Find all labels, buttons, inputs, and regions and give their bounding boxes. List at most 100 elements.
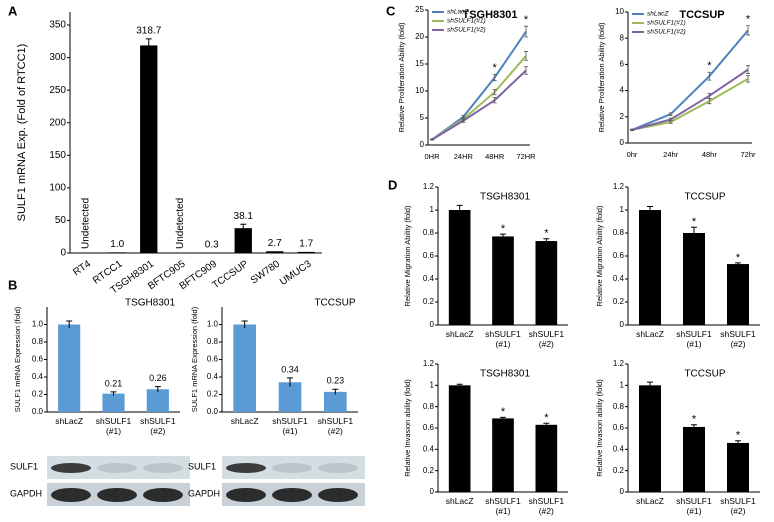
error-bar (492, 97, 497, 104)
line (631, 29, 749, 131)
x-tick-label: 0HR (424, 152, 440, 161)
x-tick-label: shSULF1 (#2) (720, 329, 756, 349)
y-tick-label: 0.4 (423, 274, 435, 283)
bar (727, 442, 749, 492)
y-tick-label: 4 (620, 86, 625, 95)
x-tick-label-box: shLacZ (636, 329, 664, 339)
x-tick-label: shSULF1 (#1) (272, 416, 308, 436)
blot-band (226, 463, 266, 473)
y-axis-label: Relative Invasion ability (fold) (595, 379, 604, 477)
error-bar (492, 88, 497, 96)
x-tick-label: shSULF1 (#1) (676, 329, 712, 349)
x-tick-label: shSULF1 (#2) (528, 329, 565, 349)
blot-band (318, 488, 358, 502)
bar (146, 389, 169, 412)
x-tick-label-box: shSULF1 (#1) (485, 496, 520, 516)
y-axis-label: SULF1 mRNA Expression (fold) (13, 306, 22, 412)
error-bar (524, 66, 528, 75)
bar (297, 251, 315, 253)
x-tick-label: 0hr (627, 150, 638, 159)
y-tick-label: 0 (430, 320, 435, 329)
y-tick-label: 2 (620, 112, 625, 121)
error-bar (668, 117, 673, 122)
error-bar (154, 386, 161, 392)
x-tick-label-box: shSULF1 (#1) (485, 329, 521, 349)
x-tick-label: shLacZ (636, 496, 664, 506)
x-tick-label-box: shSULF1 (#2) (529, 496, 564, 516)
y-tick-label: 1 (430, 205, 435, 214)
legend-label: shSULF1(#2) (447, 27, 486, 34)
x-tick-label: 48hr (702, 150, 718, 159)
y-axis-label: Relative Proliferation Ability (fold) (597, 22, 606, 133)
error-bar (746, 75, 750, 83)
chart-title: TCCSUP (679, 9, 724, 21)
line (431, 31, 527, 141)
x-tick-label-box: shLacZ (636, 496, 664, 506)
bar (683, 233, 705, 325)
y-tick-label: 1 (620, 205, 625, 214)
value-label: 0.3 (205, 239, 219, 250)
error-bar (746, 25, 750, 36)
blot-band (97, 463, 137, 473)
error-bar (746, 65, 750, 74)
x-tick-label-box: shSULF1 (#1) (96, 416, 131, 436)
annotation: * (692, 414, 697, 426)
y-tick-label: 0 (430, 487, 435, 496)
bar (266, 251, 284, 253)
y-tick-label: 300 (49, 52, 66, 63)
y-tick-label: 0.0 (32, 407, 44, 416)
y-tick-label: 0.4 (613, 444, 625, 453)
error-bar (500, 233, 506, 239)
blot-label: GAPDH (10, 488, 42, 498)
y-tick-label: 1.0 (32, 320, 44, 329)
y-tick-label: 10 (615, 7, 624, 16)
bar (233, 324, 256, 412)
y-tick-label: 15 (415, 59, 424, 68)
x-tick-label: shSULF1 (#2) (317, 416, 354, 436)
chart-title: TCCSUP (314, 298, 355, 309)
blot-label: SULF1 (188, 461, 216, 471)
error-bar (430, 138, 434, 141)
value-label: Undetected (80, 198, 91, 249)
annotation: * (707, 60, 712, 72)
panel-label: C (386, 3, 396, 18)
legend-label: shSULF1(#1) (447, 18, 486, 25)
bar (639, 385, 661, 492)
error-bar (456, 204, 463, 215)
x-tick-label-box: shSULF1 (#1) (676, 329, 712, 349)
x-tick-label: RT4 (71, 258, 93, 278)
line (631, 68, 749, 131)
x-tick-label: 72HR (516, 152, 536, 161)
x-tick-label: shLacZ (445, 496, 474, 506)
annotation: * (544, 228, 549, 240)
y-tick-label: 200 (49, 117, 66, 128)
y-tick-label: 0.0 (207, 407, 219, 416)
error-bar (668, 112, 673, 116)
error-bar (145, 38, 152, 52)
value-label: 2.7 (268, 238, 282, 249)
annotation: * (692, 216, 697, 228)
x-tick-label: 24hr (663, 150, 679, 159)
bar (492, 418, 514, 492)
annotation: * (493, 62, 498, 74)
y-tick-label: 50 (55, 215, 67, 226)
value-label: 0.23 (327, 376, 345, 386)
bar (234, 228, 252, 253)
y-tick-label: 0.8 (207, 337, 219, 346)
error-bar (241, 320, 248, 328)
chart-title: TCCSUP (684, 369, 725, 380)
y-axis-label: Relative Proliferation Ability (fold) (397, 22, 406, 133)
y-tick-label: 150 (49, 150, 66, 161)
x-tick-label: shSULF1 (#1) (485, 329, 521, 349)
y-tick-label: 0.6 (613, 423, 625, 432)
y-tick-label: 0.6 (613, 251, 625, 260)
bar (492, 236, 514, 325)
x-tick-label: UMUC3 (278, 258, 314, 288)
x-tick-label: shSULF1 (#2) (140, 416, 176, 436)
y-tick-label: 1 (430, 380, 435, 389)
y-tick-label: 6 (620, 60, 625, 69)
y-tick-label: 20 (415, 32, 424, 41)
y-tick-label: 1.2 (613, 182, 625, 191)
value-label: 0.21 (105, 378, 123, 388)
